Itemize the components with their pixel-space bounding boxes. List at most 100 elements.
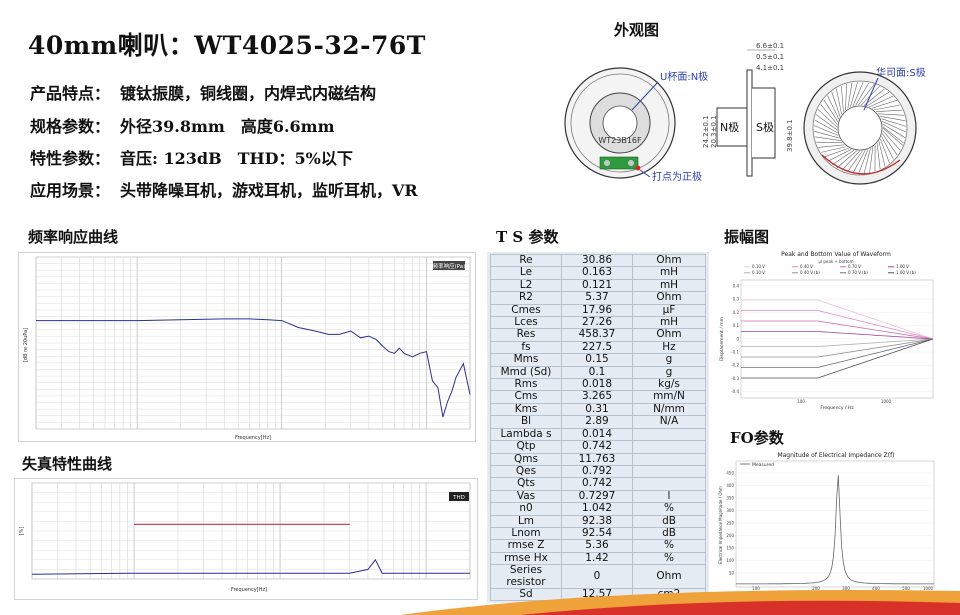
ts-row: Qtp 0.742 <box>490 440 706 454</box>
amplitude-series <box>741 338 934 368</box>
speaker-front-view: WT23B16F <box>564 67 676 179</box>
amplitude-x-tick: 100 <box>797 399 805 404</box>
amplitude-legend-item: 0.40 V <box>800 264 813 269</box>
amplitude-y-tick: 0 <box>736 336 739 341</box>
fo-x-tick: 200 <box>812 586 820 591</box>
ts-param-name: rmse Z <box>490 539 562 553</box>
ts-row: Lnom 92.54 dB <box>490 526 706 541</box>
ts-row: Le 0.163 mH <box>490 266 706 280</box>
fo-title: FO参数 <box>730 429 784 447</box>
ts-param-value: 0.1 <box>561 365 633 380</box>
ts-param-unit: g <box>632 365 706 380</box>
distortion-series <box>31 558 470 575</box>
ts-param-unit: % <box>632 539 706 553</box>
ts-row: Lces 27.26 mH <box>490 316 706 330</box>
dim-398: 39.8±0.1 <box>786 119 794 152</box>
distortion-ylabel: [%] <box>19 527 25 536</box>
amplitude-y-tick: -0.1 <box>731 350 739 355</box>
fo-y-tick: 100 <box>726 558 734 563</box>
amplitude-x-tick: 1000 <box>881 399 892 404</box>
ts-param-unit <box>632 464 706 479</box>
ts-row: Vas 0.7297 l <box>490 489 706 504</box>
ts-row: Bl 2.89 N/A <box>490 415 706 429</box>
ts-row: n0 1.042% <box>490 502 706 516</box>
spec-features: 产品特点： 镀钛振膜，铜线圈，内焊式内磁结构 <box>30 84 377 103</box>
ts-param-name: Lm <box>490 514 562 528</box>
spec-size: 规格参数： 外径39.8mm 高度6.6mm <box>30 117 335 136</box>
ts-row: Rms 0.018 kg/s <box>490 378 706 392</box>
ts-param-name: Cms <box>490 390 562 404</box>
ts-row: Mms 0.15 g <box>490 353 706 367</box>
spec-applications: 应用场景： 头带降噪耳机，游戏耳机，监听耳机，VR <box>30 181 418 200</box>
ts-param-unit <box>632 477 706 491</box>
ts-param-name: Rms <box>490 378 562 392</box>
ts-param-value: 11.763 <box>561 452 633 466</box>
amplitude-legend-item: 0.10 V <box>752 270 765 275</box>
ts-param-value: 0.742 <box>561 477 633 491</box>
product-title: 40mm喇叭：WT4025-32-76T <box>28 31 426 60</box>
spec-characteristics: 特性参数： 音压: 123dB THD：5%以下 <box>30 149 353 168</box>
amplitude-y-tick: 0.2 <box>733 310 740 315</box>
fo-y-tick: 150 <box>726 546 734 551</box>
ts-param-value: 0.15 <box>561 353 633 367</box>
ts-param-value: 0.792 <box>561 464 633 479</box>
fo-ylabel: Electrical Impedance Magnitude / Ohm <box>718 486 723 564</box>
amplitude-legend-item: 1.00 V (b) <box>896 270 916 275</box>
ts-row: Kms 0.31 N/mm <box>490 402 706 417</box>
ts-params-title: T S 参数 <box>496 228 559 246</box>
ts-param-name: n0 <box>490 502 562 516</box>
ts-param-name: Mms <box>490 353 562 367</box>
ts-param-value: 5.37 <box>561 291 633 305</box>
amplitude-series <box>741 338 934 379</box>
ts-param-unit: Ohm <box>632 291 706 305</box>
distortion-legend: THD <box>452 495 465 501</box>
ts-params-panel: Re 30.86 Ohm Le 0.163 mH L2 0.121 mH R2 5.37 Ohm Cme… <box>487 252 709 604</box>
ts-param-value: 0.31 <box>561 402 633 417</box>
fo-x-tick: 500 <box>902 586 910 591</box>
amplitude-y-tick: -0.3 <box>731 376 739 381</box>
dim-back: 4.1±0.1 <box>756 64 784 72</box>
ts-param-unit: mH <box>632 278 706 293</box>
amplitude-title: 振幅图 <box>724 228 770 246</box>
ts-param-unit: Ohm <box>632 253 706 268</box>
n-pole-label: N极 <box>720 120 739 134</box>
ts-param-unit: l <box>632 489 706 504</box>
dim-front: 0.5±0.1 <box>756 53 784 61</box>
fo-x-tick: 300 <box>842 586 850 591</box>
dim-height: 6.6±0.1 <box>756 42 784 50</box>
amplitude-y-tick: 0.3 <box>733 297 740 302</box>
ts-row: Series resistor 0 Ohm <box>490 564 706 589</box>
amplitude-panel: Peak and Bottom Value of Waveform μl pea… <box>716 246 938 416</box>
ts-param-unit: mH <box>632 266 706 280</box>
ts-param-name: R2 <box>490 291 562 305</box>
ts-param-unit <box>632 452 706 466</box>
ts-param-name: L2 <box>490 278 562 293</box>
ts-param-value: 458.37 <box>561 328 633 342</box>
ts-param-value: 92.54 <box>561 526 633 541</box>
amplitude-chart: Peak and Bottom Value of Waveform μl pea… <box>719 251 934 411</box>
ts-row: R2 5.37 Ohm <box>490 291 706 305</box>
ts-row: Res 458.37 Ohm <box>490 328 706 342</box>
ts-param-unit: Ohm <box>632 564 706 589</box>
amplitude-y-tick: 0.1 <box>733 323 740 328</box>
ts-param-unit: N/mm <box>632 402 706 417</box>
ts-param-value: 0.014 <box>561 427 633 442</box>
ts-param-unit: Hz <box>632 340 706 355</box>
dim-242: 24.2±0.1 <box>702 115 710 148</box>
ts-row: Cms 3.265 mm/N <box>490 390 706 404</box>
ts-row: rmse Hx 1.42% <box>490 551 706 566</box>
dim-203: 20.3±0.1 <box>710 115 718 148</box>
ts-param-unit: kg/s <box>632 378 706 392</box>
ts-param-name: Lambda s <box>490 427 562 442</box>
ts-param-name: Lces <box>490 316 562 330</box>
ts-param-name: Bl <box>490 415 562 429</box>
amplitude-y-tick: 0.4 <box>733 284 740 289</box>
ts-param-value: 227.5 <box>561 340 633 355</box>
fo-y-tick: 50 <box>729 571 735 576</box>
ts-row: Qms 11.763 <box>490 452 706 466</box>
ts-param-name: Qts <box>490 477 562 491</box>
ts-param-name: Lnom <box>490 526 562 541</box>
speaker-back-view <box>803 71 917 185</box>
ts-row: Lambda s 0.014 <box>490 427 706 442</box>
distortion-chart: THD Frequency[Hz] [%] <box>19 482 471 593</box>
